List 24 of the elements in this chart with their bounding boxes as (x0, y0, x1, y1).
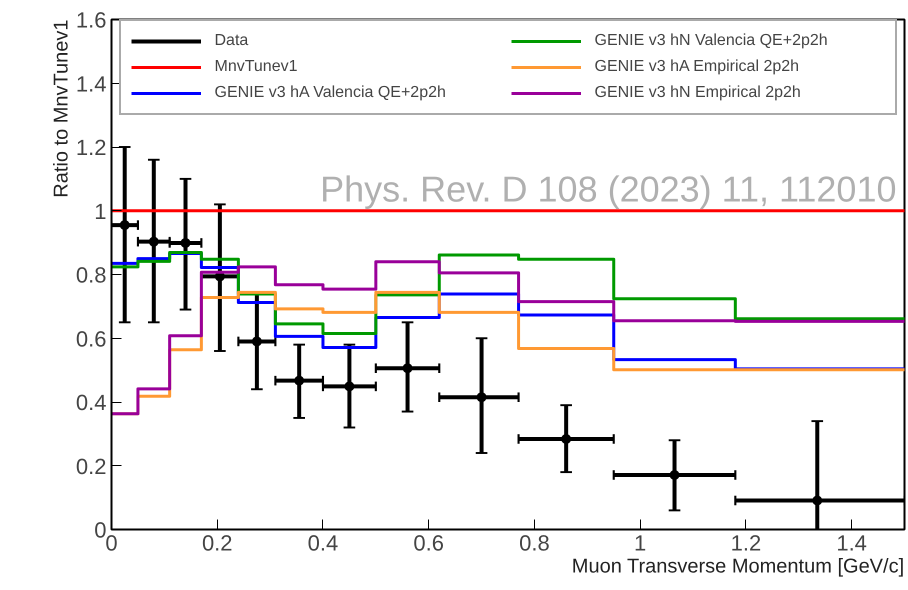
legend-label: GENIE v3 hN Valencia QE+2p2h (594, 32, 829, 50)
y-axis-title: Ratio to MnvTunev1 (50, 20, 72, 198)
legend-label: GENIE v3 hA Valencia QE+2p2h (214, 84, 447, 102)
y-tick-label: 0.4 (76, 390, 107, 415)
x-tick-label: 1.2 (730, 530, 762, 556)
x-axis-title: Muon Transverse Momentum [GeV/c] (572, 556, 904, 578)
annotation: Phys. Rev. D 108 (2023) 11, 112010 (320, 168, 897, 210)
x-tick-label: 1.4 (836, 530, 867, 556)
legend-label: MnvTunev1 (214, 58, 298, 76)
x-tick-label: 1 (634, 530, 646, 556)
x-tick-label: 0.4 (308, 530, 338, 556)
legend-label: Data (214, 32, 250, 50)
y-tick-label: 1.4 (76, 71, 107, 96)
legend-label: GENIE v3 hA Empirical 2p2h (594, 58, 800, 76)
x-tick-label: 0.8 (519, 530, 550, 556)
y-tick-label: 0.2 (76, 454, 107, 479)
y-tick-label: 0.6 (76, 326, 107, 352)
legend-label: GENIE v3 hN Empirical 2p2h (594, 84, 802, 102)
y-tick-label: 0.8 (76, 262, 107, 288)
y-tick-label: 1.6 (76, 8, 107, 32)
x-tick-label: 0.6 (413, 530, 444, 556)
x-tick-label: 0.2 (202, 530, 233, 556)
y-tick-label: 1.2 (76, 135, 107, 160)
y-tick-label: 1 (94, 198, 107, 224)
